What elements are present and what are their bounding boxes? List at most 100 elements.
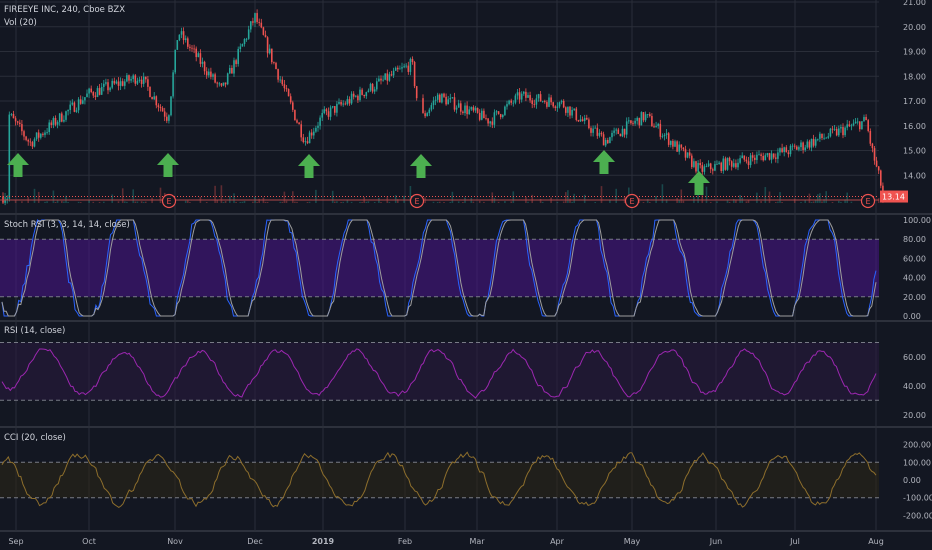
candle xyxy=(649,112,651,118)
candle xyxy=(707,160,710,168)
candle xyxy=(258,18,260,26)
cci-pane[interactable] xyxy=(0,451,879,509)
volume-bar xyxy=(63,201,65,203)
candle xyxy=(628,117,630,124)
candle xyxy=(210,67,212,80)
volume-bar xyxy=(733,198,735,203)
candle xyxy=(224,82,227,88)
volume-bar xyxy=(224,200,227,203)
candle xyxy=(682,147,685,152)
volume-bar xyxy=(840,201,842,203)
candle xyxy=(42,132,44,137)
earnings-marker[interactable]: E xyxy=(409,193,425,209)
candle xyxy=(292,100,294,113)
volume-bar xyxy=(443,201,445,203)
candle xyxy=(474,105,477,113)
price-pane[interactable] xyxy=(0,9,884,206)
candle xyxy=(231,65,233,74)
candle xyxy=(758,150,760,156)
candle xyxy=(142,72,145,87)
candle xyxy=(334,106,336,116)
candle xyxy=(363,94,365,99)
candle xyxy=(201,57,204,68)
earnings-marker[interactable]: E xyxy=(624,193,640,209)
volume-bar xyxy=(361,201,363,203)
earnings-marker[interactable]: E xyxy=(161,193,177,209)
candle xyxy=(69,100,71,114)
up-arrow-icon xyxy=(157,153,179,177)
volume-bar xyxy=(814,200,817,203)
candle xyxy=(281,76,284,87)
candle xyxy=(625,117,628,139)
volume-bar xyxy=(52,190,55,203)
volume-bar xyxy=(491,192,494,203)
candle xyxy=(23,129,25,141)
volume-bar xyxy=(308,201,311,203)
candle xyxy=(79,95,82,105)
candle xyxy=(653,123,655,128)
candle xyxy=(598,129,601,138)
candle xyxy=(787,150,790,158)
candle xyxy=(636,116,638,125)
candle xyxy=(455,105,458,114)
volume-bar xyxy=(642,201,645,203)
candle xyxy=(846,119,848,131)
candle xyxy=(313,127,315,140)
candle xyxy=(464,102,466,116)
volume-bar xyxy=(65,195,67,203)
candle xyxy=(277,68,279,83)
candle xyxy=(445,93,447,106)
volume-bar xyxy=(735,199,737,203)
candle xyxy=(151,96,153,100)
candle xyxy=(733,158,735,168)
candle xyxy=(205,67,208,79)
volume-bar xyxy=(512,191,515,203)
candle xyxy=(840,124,842,133)
candle xyxy=(50,120,53,129)
volume-bar xyxy=(439,201,441,203)
svg-text:E: E xyxy=(629,197,634,206)
candle xyxy=(783,146,785,157)
candle xyxy=(611,130,613,141)
candle xyxy=(852,119,855,127)
candle xyxy=(791,143,794,151)
rsi-pane[interactable] xyxy=(0,341,879,401)
volume-bar xyxy=(220,185,223,203)
candle xyxy=(602,131,605,146)
candle xyxy=(382,75,384,82)
candle xyxy=(478,109,481,122)
candle xyxy=(604,137,607,148)
volume-bar xyxy=(821,201,823,203)
candle xyxy=(145,76,147,83)
candle xyxy=(789,144,792,157)
volume-bar xyxy=(764,187,767,203)
volume-bar xyxy=(571,201,573,203)
up-arrow-icon xyxy=(688,171,710,195)
candle xyxy=(147,76,149,91)
stoch-rsi-pane[interactable] xyxy=(0,219,879,317)
candle xyxy=(187,36,189,50)
candle xyxy=(166,112,168,124)
osc-axis-tick: -200.00 xyxy=(903,511,932,520)
volume-bar xyxy=(243,200,246,203)
candle xyxy=(75,107,78,113)
candle xyxy=(819,131,821,143)
candle xyxy=(336,101,338,117)
candle xyxy=(88,87,90,98)
candle xyxy=(100,82,103,95)
volume-bar xyxy=(121,188,124,203)
candle xyxy=(155,95,158,109)
candle xyxy=(182,27,185,45)
candle xyxy=(592,125,594,137)
volume-bar xyxy=(4,192,6,203)
volume-bar xyxy=(831,201,834,203)
x-axis-tick: May xyxy=(624,537,641,546)
symbol-title: FIREEYE INC, 240, Cboe BZX xyxy=(4,5,125,15)
candle xyxy=(140,76,143,88)
earnings-marker[interactable]: E xyxy=(860,193,876,209)
candle xyxy=(863,114,865,122)
osc-line xyxy=(1,348,877,399)
candle xyxy=(829,127,832,138)
candle xyxy=(672,139,674,150)
